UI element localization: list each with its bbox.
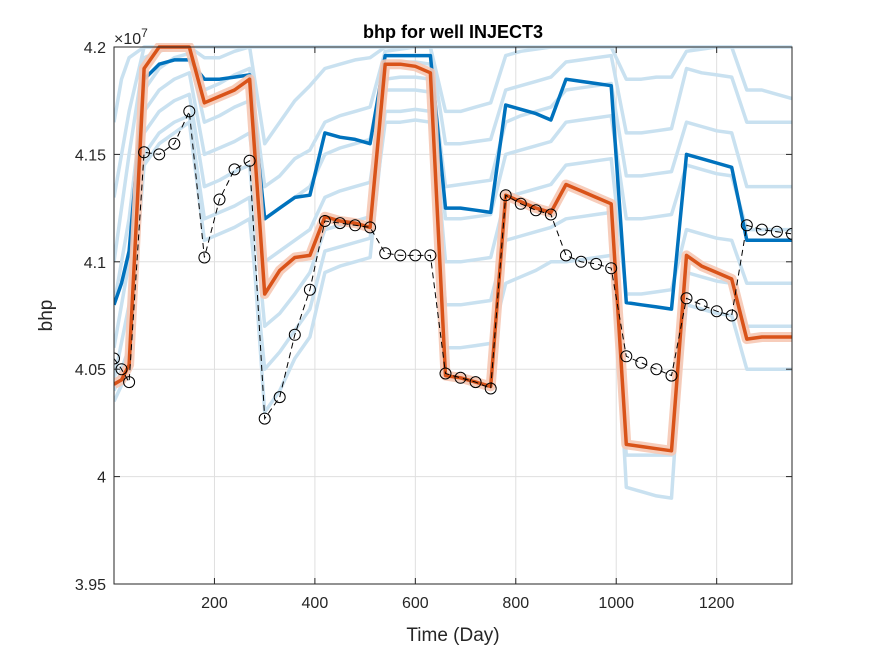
- observed-point: [183, 105, 196, 118]
- observed-point: [544, 208, 557, 221]
- y-exponent-label: ×107: [114, 26, 148, 48]
- axes-box: [113, 46, 793, 585]
- observed-point: [575, 255, 588, 268]
- observed-point: [258, 412, 271, 425]
- y-tick-label: 4.1: [84, 255, 106, 272]
- y-tick-label: 4.15: [75, 147, 106, 164]
- x-tick-label: 200: [201, 595, 228, 612]
- x-tick-label: 1200: [699, 595, 735, 612]
- observed-point: [273, 391, 286, 404]
- y-axis-ticks: 3.95 4 4.05 4.1 4.15 4.2: [75, 40, 792, 594]
- y-exponent-power: 7: [141, 26, 148, 40]
- y-exponent-base: ×10: [114, 31, 141, 48]
- observed-point: [379, 247, 392, 260]
- observed-point: [514, 197, 527, 210]
- observed-point: [288, 328, 301, 341]
- observed-point: [349, 219, 362, 232]
- observed-point: [168, 137, 181, 150]
- observed-point: [228, 163, 241, 176]
- observed-point: [153, 148, 166, 161]
- series-layer: [114, 43, 792, 500]
- x-axis-ticks: 200 400 600 800 1000 1200: [201, 47, 735, 612]
- plot-area: [114, 47, 792, 584]
- y-tick-label: 3.95: [75, 577, 106, 594]
- x-tick-label: 800: [502, 595, 529, 612]
- observed-point: [725, 309, 738, 322]
- observed-point: [303, 283, 316, 296]
- observed-point: [439, 367, 452, 380]
- ensemble-member-line: [114, 88, 792, 381]
- observed-point: [680, 292, 693, 305]
- observed-point: [318, 215, 331, 227]
- y-tick-label: 4.2: [84, 40, 106, 57]
- observed-point: [770, 225, 783, 238]
- observed-point: [529, 204, 542, 217]
- observed-point: [213, 193, 226, 206]
- ensemble-member-line: [114, 51, 792, 306]
- observed-point: [560, 249, 572, 262]
- observed-point: [695, 298, 708, 311]
- observed-point: [710, 305, 723, 318]
- observed-point: [123, 376, 136, 389]
- observed-point: [590, 257, 603, 270]
- y-axis-title: bhp: [36, 300, 57, 332]
- observed-point: [499, 189, 512, 202]
- observed-point: [138, 146, 151, 159]
- y-tick-label: 4: [97, 470, 106, 487]
- observed-point: [424, 249, 437, 262]
- observed-point: [786, 227, 792, 240]
- observed-point: [409, 249, 422, 262]
- observed-point: [605, 262, 618, 275]
- x-tick-label: 400: [302, 595, 329, 612]
- x-tick-label: 600: [402, 595, 429, 612]
- x-tick-label: 1000: [598, 595, 634, 612]
- y-tick-label: 4.05: [75, 362, 106, 379]
- observed-point: [665, 369, 678, 382]
- x-axis-title: Time (Day): [406, 625, 499, 646]
- observed-point: [740, 219, 753, 232]
- ensemble-member-line: [114, 45, 792, 198]
- observed-point: [620, 350, 633, 363]
- observed-point: [484, 382, 497, 395]
- posterior-mean-line: [114, 45, 792, 453]
- prior-mean-line: [114, 53, 792, 311]
- chart-title: bhp for well INJECT3: [363, 22, 543, 42]
- observed-point: [198, 251, 211, 264]
- observed-point: [454, 371, 467, 384]
- observed-point: [650, 363, 663, 376]
- observed-point: [394, 249, 407, 262]
- observed-point: [469, 376, 482, 389]
- observed-line: [114, 109, 792, 421]
- observed-point: [635, 356, 648, 369]
- observed-point: [364, 221, 377, 234]
- observed-point: [334, 217, 346, 230]
- ensemble-member-line: [114, 71, 792, 349]
- observed-point: [114, 352, 120, 365]
- observed-point: [243, 154, 256, 167]
- observed-point: [755, 223, 768, 236]
